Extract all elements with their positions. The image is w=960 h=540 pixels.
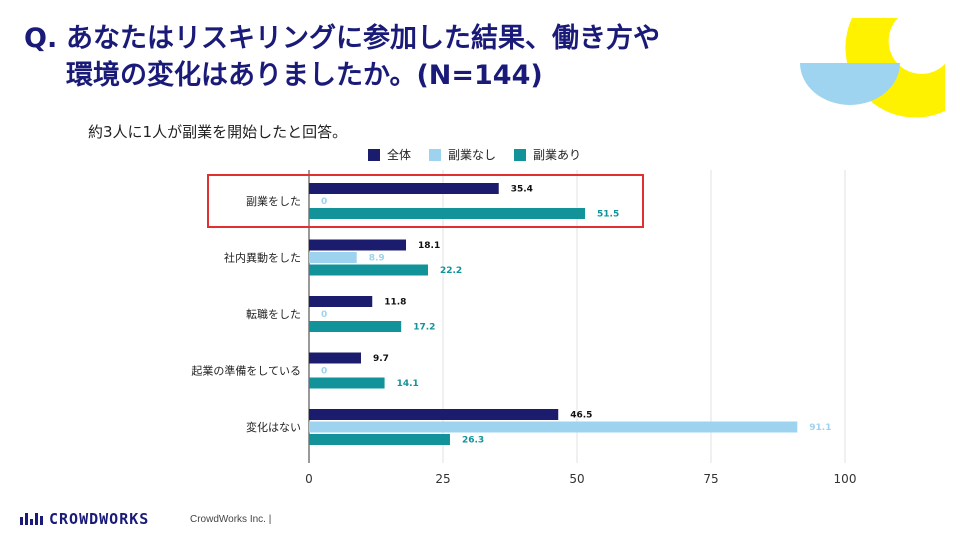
- category-label: 起業の準備をしている: [191, 364, 301, 378]
- x-tick-label: 0: [305, 472, 313, 486]
- footer-company: CrowdWorks Inc. |: [190, 514, 272, 525]
- x-tick-label: 75: [703, 472, 718, 486]
- x-tick-label: 100: [834, 472, 857, 486]
- data-label-all: 18.1: [418, 241, 440, 251]
- data-label-none: 0: [321, 367, 327, 377]
- legend-swatch-yes: [514, 148, 527, 161]
- bar-all: [309, 352, 361, 364]
- x-tick-label: 50: [569, 472, 584, 486]
- bar-yes: [309, 377, 385, 389]
- x-tick-label: 25: [435, 472, 450, 486]
- bar-yes: [309, 434, 450, 445]
- bar-all: [309, 183, 499, 194]
- subtitle: 約3人に1人が副業を開始したと回答。: [88, 123, 348, 141]
- legend-swatch-none: [429, 148, 442, 161]
- legend-item-none: 副業なし: [429, 146, 496, 163]
- bar-yes: [309, 264, 428, 276]
- data-label-all: 9.7: [373, 354, 389, 364]
- data-label-yes: 14.1: [397, 379, 419, 389]
- blue-semicircle-shape: [800, 63, 900, 105]
- data-label-yes: 26.3: [462, 436, 484, 446]
- bar-yes: [309, 321, 402, 332]
- legend-item-all: 全体: [368, 146, 411, 163]
- title-line-1: あなたはリスキリングに参加した結果、働き方や: [66, 23, 660, 54]
- bar-none: [309, 252, 357, 263]
- data-label-none: 0: [321, 197, 327, 207]
- legend-label-yes: 副業あり: [533, 148, 582, 162]
- logo-mark-icon: [20, 513, 43, 525]
- legend-label-all: 全体: [387, 148, 412, 162]
- page-title: Q. あなたはリスキリングに参加した結果、働き方や 環境の変化はありましたか。(N…: [24, 20, 660, 94]
- category-label: 副業をした: [246, 195, 301, 208]
- data-label-none: 0: [321, 310, 327, 320]
- bar-none: [309, 421, 798, 433]
- data-label-none: 8.9: [369, 254, 385, 264]
- logo-text: CROWDWORKS: [49, 510, 150, 528]
- data-label-all: 35.4: [511, 185, 533, 195]
- highlight-box: [207, 174, 644, 228]
- category-label: 変化はない: [246, 420, 301, 434]
- title-line-2: 環境の変化はありましたか。(N=144): [66, 60, 543, 91]
- category-label: 社内異動をした: [224, 251, 301, 265]
- data-label-all: 46.5: [570, 411, 592, 421]
- legend-item-yes: 副業あり: [514, 146, 581, 163]
- bar-all: [309, 239, 407, 251]
- data-label-all: 11.8: [384, 298, 406, 308]
- data-label-yes: 22.2: [440, 266, 462, 276]
- title-prefix: Q.: [24, 23, 58, 54]
- category-label: 転職をした: [246, 308, 301, 321]
- data-label-yes: 51.5: [597, 210, 619, 220]
- chart-legend: 全体 副業なし 副業あり: [368, 146, 581, 163]
- legend-label-none: 副業なし: [448, 148, 497, 162]
- data-label-yes: 17.2: [413, 323, 435, 333]
- crowdworks-logo: CROWDWORKS: [20, 510, 149, 528]
- bar-yes: [309, 208, 586, 219]
- bar-all: [309, 296, 373, 307]
- data-label-none: 91.1: [809, 423, 831, 433]
- legend-swatch-all: [368, 148, 380, 161]
- bar-all: [309, 409, 559, 420]
- decorative-shapes: [800, 18, 945, 118]
